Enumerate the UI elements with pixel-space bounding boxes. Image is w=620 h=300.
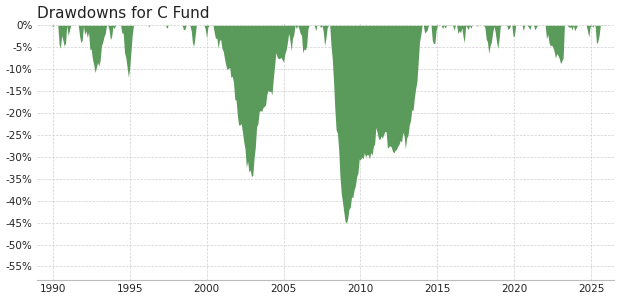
Text: Drawdowns for C Fund: Drawdowns for C Fund [37,6,210,21]
